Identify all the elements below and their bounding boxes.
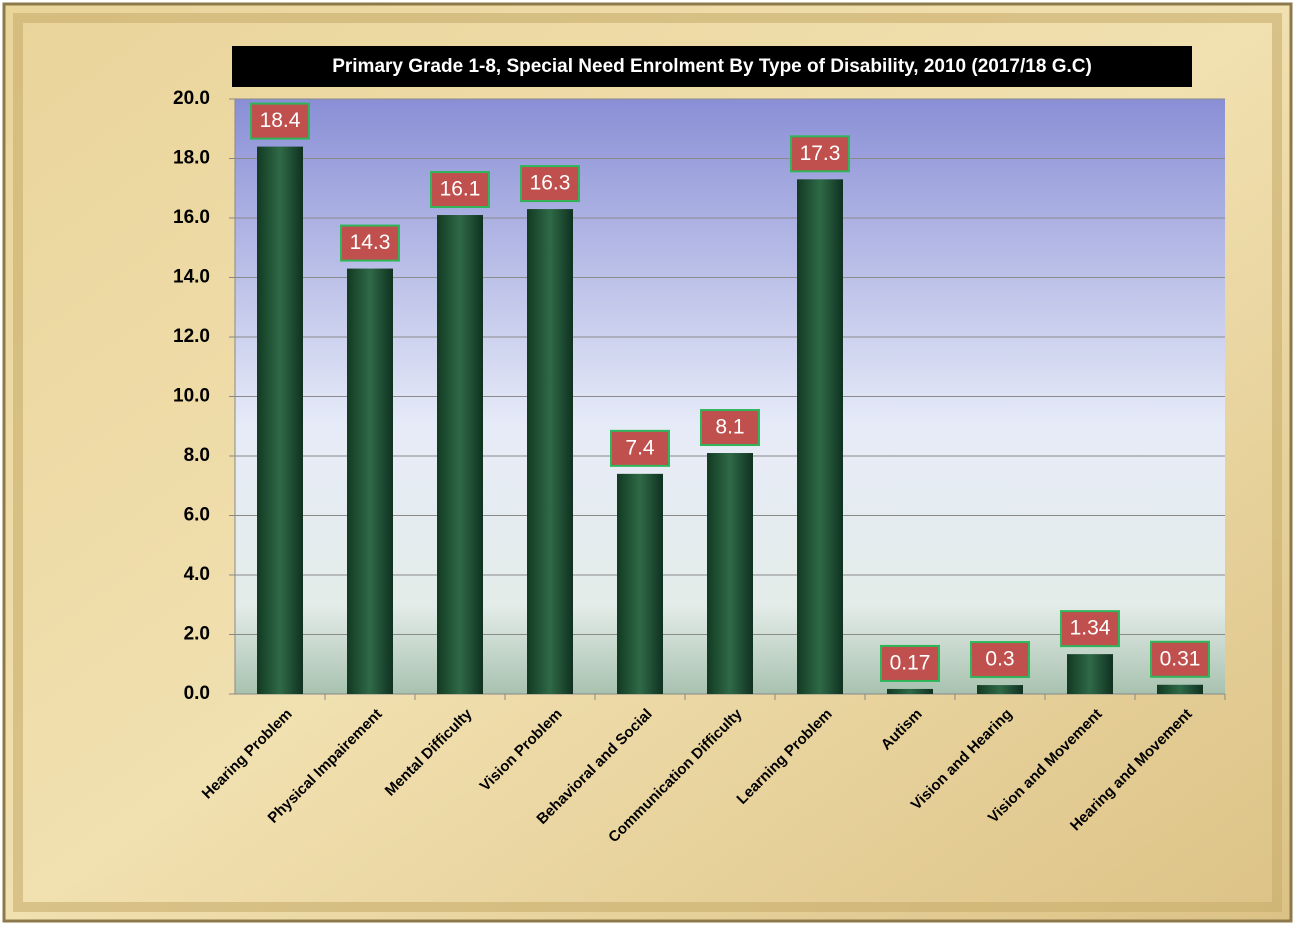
bar xyxy=(437,215,483,694)
data-label-box xyxy=(790,135,850,173)
data-label: 18.4 xyxy=(260,109,301,132)
data-label-box xyxy=(250,102,310,140)
bar xyxy=(527,209,573,694)
data-label: 0.17 xyxy=(890,651,931,674)
data-label: 8.1 xyxy=(715,416,744,439)
data-label: 0.3 xyxy=(985,648,1014,671)
data-label-box xyxy=(520,165,580,203)
data-label-box xyxy=(700,409,760,447)
data-label-box xyxy=(970,641,1030,679)
y-tick-label: 6.0 xyxy=(184,505,210,526)
y-tick-label: 0.0 xyxy=(184,683,210,704)
bar xyxy=(1067,654,1113,694)
y-tick-label: 8.0 xyxy=(184,445,210,466)
bar xyxy=(797,179,843,694)
data-label-box xyxy=(1150,640,1210,678)
data-label-box xyxy=(610,429,670,467)
y-tick-label: 14.0 xyxy=(173,267,210,288)
y-tick-label: 2.0 xyxy=(184,624,210,645)
bar xyxy=(887,688,933,694)
data-label: 7.4 xyxy=(625,436,655,459)
data-label: 14.3 xyxy=(350,231,391,254)
bar xyxy=(257,146,303,695)
data-label: 0.31 xyxy=(1160,647,1201,670)
data-label-box xyxy=(340,224,400,262)
frame-bevel xyxy=(13,13,1282,912)
data-label-box xyxy=(880,644,940,682)
y-tick-label: 10.0 xyxy=(173,386,210,407)
bar xyxy=(707,453,753,694)
data-label: 17.3 xyxy=(800,142,841,165)
y-tick-label: 18.0 xyxy=(173,148,210,169)
chart-title: Primary Grade 1-8, Special Need Enrolmen… xyxy=(332,56,1092,77)
y-tick-label: 20.0 xyxy=(173,88,210,109)
bar xyxy=(1157,684,1203,694)
data-label-box xyxy=(430,171,490,209)
data-label-box xyxy=(1060,610,1120,648)
data-label: 1.34 xyxy=(1070,617,1111,640)
y-tick-label: 4.0 xyxy=(184,564,210,585)
data-label: 16.1 xyxy=(440,178,481,201)
y-tick-label: 16.0 xyxy=(173,207,210,228)
bar xyxy=(617,473,663,694)
data-label: 16.3 xyxy=(530,172,571,195)
y-tick-label: 12.0 xyxy=(173,326,210,347)
bar xyxy=(347,268,393,694)
bar xyxy=(977,685,1023,694)
title-box xyxy=(232,46,1192,87)
